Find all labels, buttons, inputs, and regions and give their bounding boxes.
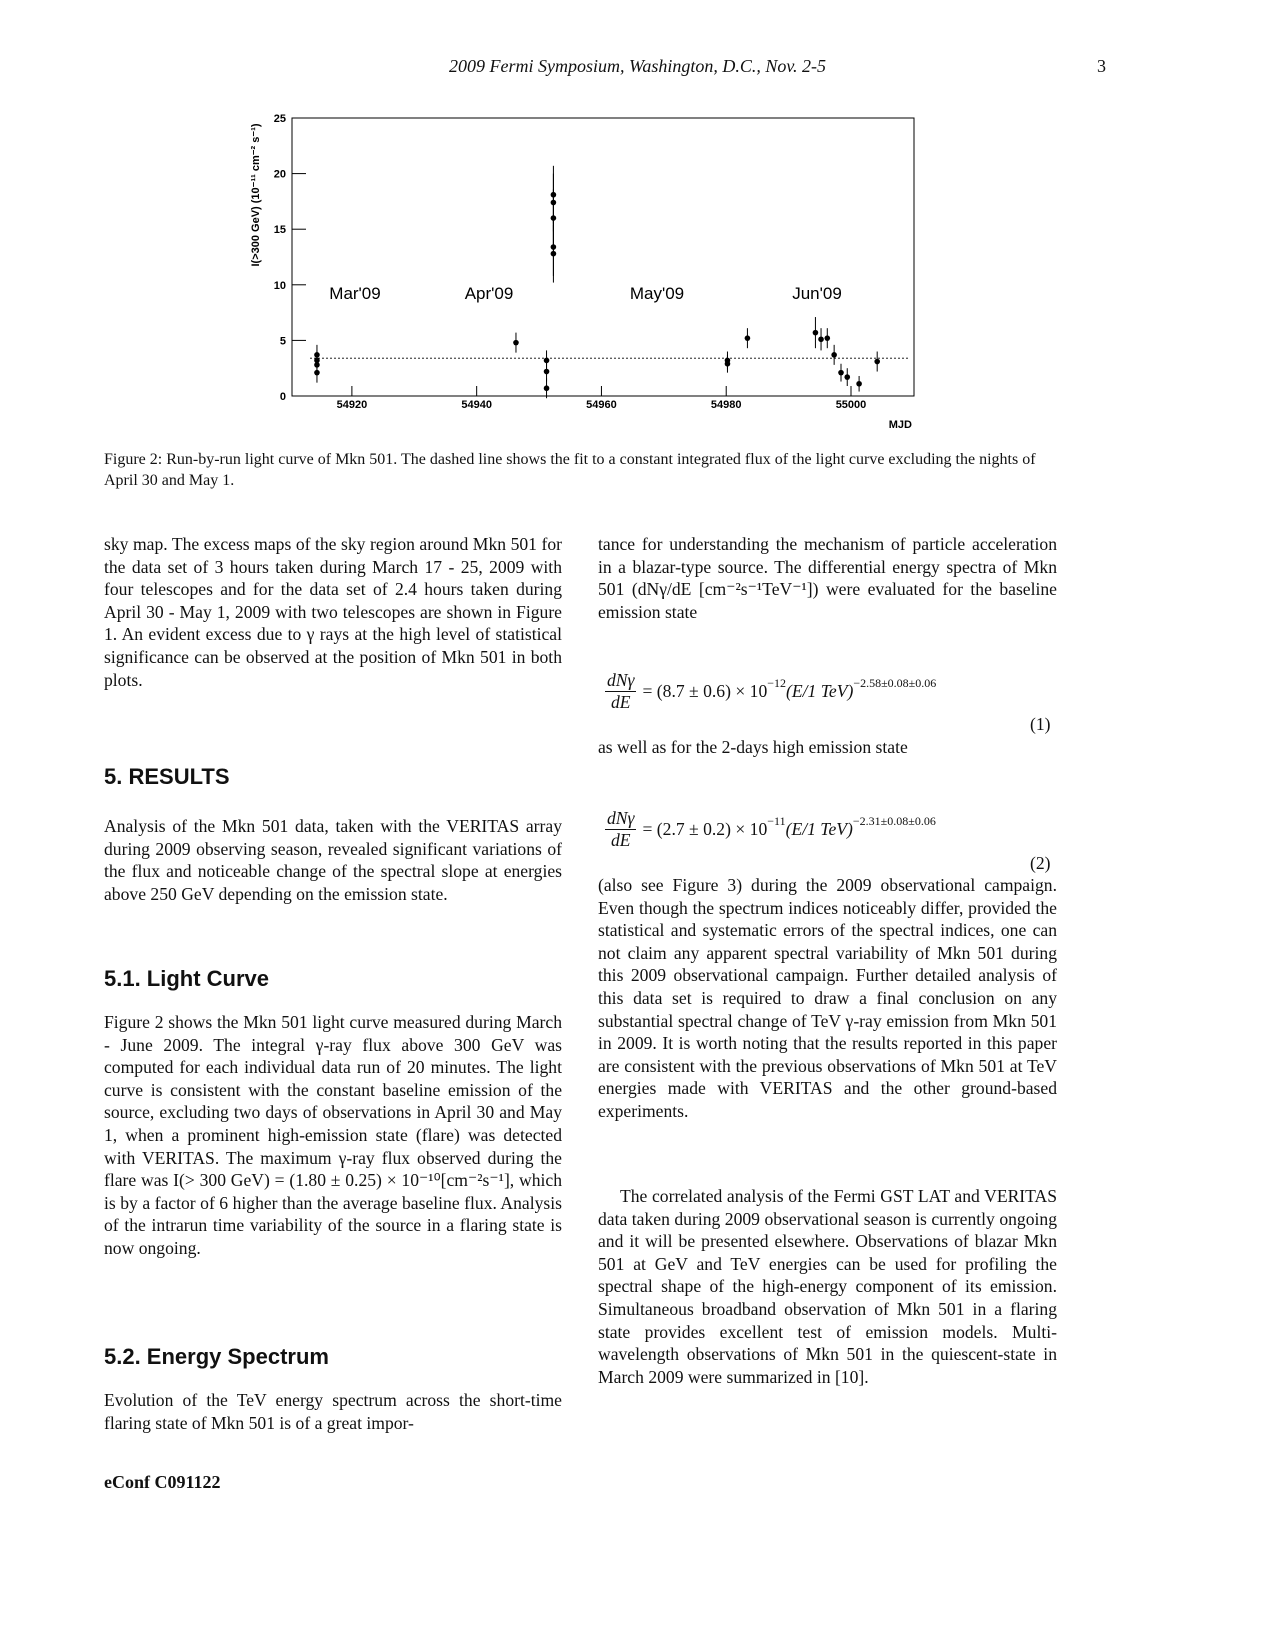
fraction: dNγ dE bbox=[605, 808, 637, 851]
data-point bbox=[543, 368, 550, 375]
eq-exponent: −12 bbox=[767, 676, 787, 690]
data-point bbox=[856, 380, 862, 387]
y-tick-label: 15 bbox=[274, 224, 286, 236]
data-point bbox=[812, 329, 819, 336]
data-point bbox=[838, 369, 844, 376]
y-tick-label: 10 bbox=[274, 280, 286, 292]
denominator: dE bbox=[610, 692, 631, 712]
paragraph: The correlated analysis of the Fermi GST… bbox=[598, 1186, 1057, 1387]
eq-text: = (8.7 ± 0.6) × 10 bbox=[642, 681, 768, 701]
figure-caption: Figure 2: Run-by-run light curve of Mkn … bbox=[104, 451, 1036, 489]
eq-exponent: −11 bbox=[767, 814, 786, 828]
equation-number: (2) bbox=[1030, 853, 1051, 873]
chart: 0 5 10 15 20 25 54920 54940 54960 54980 55000 MJD I(… bbox=[250, 113, 915, 431]
data-point bbox=[550, 250, 557, 257]
eq-exponent: −2.31±0.08±0.06 bbox=[852, 814, 936, 828]
paragraph: tance for understanding the mechanism of… bbox=[598, 534, 1057, 622]
paragraph: Evolution of the TeV energy spectrum acr… bbox=[104, 1390, 562, 1433]
x-tick-label: 54960 bbox=[586, 399, 617, 411]
month-label: May'09 bbox=[630, 284, 684, 303]
data-point bbox=[844, 374, 851, 380]
data-point bbox=[818, 336, 824, 343]
equation-number: (1) bbox=[1030, 714, 1051, 734]
eq-text: (E/1 TeV) bbox=[786, 681, 854, 701]
page-number: 3 bbox=[1097, 56, 1106, 76]
y-tick-label: 20 bbox=[274, 169, 286, 181]
section-heading: 5.1. Light Curve bbox=[104, 966, 270, 991]
x-tick-label: 54920 bbox=[337, 399, 368, 411]
numerator: dNγ bbox=[605, 808, 637, 830]
equation: dNγ dE = (8.7 ± 0.6) × 10 −12 (E/1 TeV) −2.… bbox=[605, 670, 936, 713]
data-point bbox=[744, 335, 751, 341]
month-label: Mar'09 bbox=[329, 284, 380, 303]
x-tick-label: 55000 bbox=[836, 399, 867, 411]
data-point bbox=[831, 352, 837, 358]
data-point bbox=[513, 339, 519, 346]
running-header: 2009 Fermi Symposium, Washington, D.C., … bbox=[449, 56, 826, 76]
fraction: dNγ dE bbox=[605, 670, 637, 713]
y-tick-label: 25 bbox=[274, 113, 286, 125]
data-point bbox=[724, 360, 731, 367]
section-heading: 5.2. Energy Spectrum bbox=[104, 1344, 329, 1369]
eq-exponent: −2.58±0.08±0.06 bbox=[853, 676, 937, 690]
x-tick-label: 54940 bbox=[461, 399, 492, 411]
data-point bbox=[824, 335, 831, 341]
paragraph: sky map. The excess maps of the sky regi… bbox=[104, 534, 562, 690]
y-axis-label: I(>300 GeV) (10⁻¹¹ cm⁻² s⁻¹) bbox=[250, 123, 262, 266]
eq-text: (E/1 TeV) bbox=[785, 819, 853, 839]
paragraph: Analysis of the Mkn 501 data, taken with… bbox=[104, 816, 562, 904]
y-tick-label: 0 bbox=[280, 391, 286, 403]
denominator: dE bbox=[610, 830, 631, 850]
footer: eConf C091122 bbox=[104, 1472, 221, 1492]
data-point bbox=[874, 358, 880, 365]
data-point bbox=[543, 385, 550, 392]
paragraph: Figure 2 shows the Mkn 501 light curve m… bbox=[104, 1012, 562, 1258]
x-tick-label: 54980 bbox=[711, 399, 742, 411]
paragraph: as well as for the 2-days high emission … bbox=[598, 737, 908, 757]
plot-frame bbox=[291, 117, 915, 397]
equation: dNγ dE = (2.7 ± 0.2) × 10 −11 (E/1 TeV) −2.… bbox=[605, 808, 936, 851]
x-axis-label: MJD bbox=[889, 419, 912, 431]
numerator: dNγ bbox=[605, 670, 637, 692]
month-label: Jun'09 bbox=[792, 284, 842, 303]
paragraph: (also see Figure 3) during the 2009 obse… bbox=[598, 875, 1057, 1121]
month-label: Apr'09 bbox=[465, 284, 514, 303]
section-heading: 5. RESULTS bbox=[104, 764, 230, 789]
y-tick-label: 5 bbox=[280, 335, 286, 347]
eq-text: = (2.7 ± 0.2) × 10 bbox=[642, 819, 768, 839]
data-point bbox=[543, 357, 550, 364]
data-point bbox=[314, 369, 320, 376]
